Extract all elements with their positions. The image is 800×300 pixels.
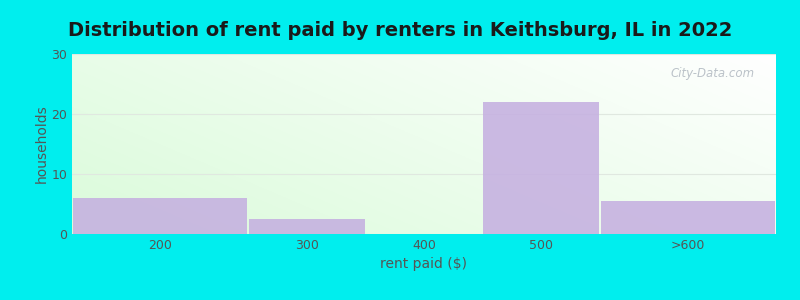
Bar bbox=[249, 219, 365, 234]
Text: Distribution of rent paid by renters in Keithsburg, IL in 2022: Distribution of rent paid by renters in … bbox=[68, 21, 732, 40]
X-axis label: rent paid ($): rent paid ($) bbox=[381, 257, 467, 272]
Bar bbox=[483, 102, 599, 234]
Bar bbox=[601, 201, 775, 234]
Y-axis label: households: households bbox=[34, 105, 49, 183]
Text: City-Data.com: City-Data.com bbox=[670, 67, 755, 80]
Bar bbox=[73, 198, 247, 234]
